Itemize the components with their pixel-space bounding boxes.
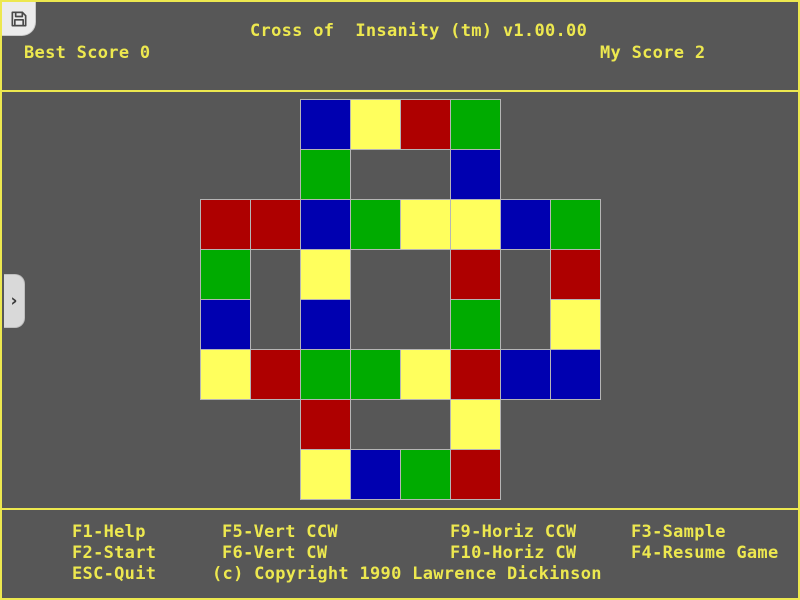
board-cell <box>550 349 601 400</box>
board-cell <box>400 449 451 500</box>
board-cell <box>300 299 351 350</box>
board-cell <box>300 99 351 150</box>
best-score: Best Score 0 <box>24 43 151 63</box>
board-cell <box>250 199 301 250</box>
board-cell <box>300 149 351 200</box>
drawer-toggle[interactable]: › <box>4 274 25 328</box>
board-cell <box>550 199 601 250</box>
board-cell <box>300 249 351 300</box>
board-cell <box>300 449 351 500</box>
menu-resume: F4-Resume Game <box>631 543 779 563</box>
board-cell <box>200 299 251 350</box>
board-cell <box>350 199 401 250</box>
menu-vert-cw: F6-Vert CW <box>222 543 328 563</box>
menu-horiz-ccw: F9-Horiz CCW <box>450 522 577 542</box>
board-cell <box>350 449 401 500</box>
board-cell <box>300 399 351 450</box>
game-board <box>200 99 601 500</box>
board-cell <box>400 199 451 250</box>
board-cell <box>450 99 501 150</box>
footer-divider <box>2 508 798 510</box>
menu-start: F2-Start <box>72 543 157 563</box>
board-cell <box>450 149 501 200</box>
board-cell <box>300 199 351 250</box>
board-cell <box>350 349 401 400</box>
board-cell <box>200 349 251 400</box>
board-cell <box>250 349 301 400</box>
board-cell <box>400 349 451 400</box>
floppy-disk-icon <box>9 9 29 29</box>
menu-horiz-cw: F10-Horiz CW <box>450 543 577 563</box>
board-cell <box>300 349 351 400</box>
menu-quit: ESC-Quit <box>72 564 157 584</box>
board-cell <box>200 199 251 250</box>
board-cell <box>550 249 601 300</box>
board-cell <box>450 399 501 450</box>
board-cell <box>450 349 501 400</box>
board-cell <box>450 249 501 300</box>
board-cell <box>450 199 501 250</box>
chevron-right-icon: › <box>10 290 18 311</box>
board-cell <box>500 199 551 250</box>
board-cell <box>550 299 601 350</box>
board-cell <box>450 299 501 350</box>
menu-help: F1-Help <box>72 522 146 542</box>
header-divider <box>2 90 798 92</box>
my-score: My Score 2 <box>600 43 706 63</box>
page-title: Cross of Insanity (tm) v1.00.00 <box>250 21 588 41</box>
menu-vert-ccw: F5-Vert CCW <box>222 522 338 542</box>
menu-sample: F3-Sample <box>631 522 726 542</box>
copyright-text: (c) Copyright 1990 Lawrence Dickinson <box>212 564 602 584</box>
board-cell <box>350 99 401 150</box>
board-cell <box>400 99 451 150</box>
board-cell <box>200 249 251 300</box>
board-cell <box>450 449 501 500</box>
board-cell <box>500 349 551 400</box>
save-button[interactable] <box>2 2 36 36</box>
